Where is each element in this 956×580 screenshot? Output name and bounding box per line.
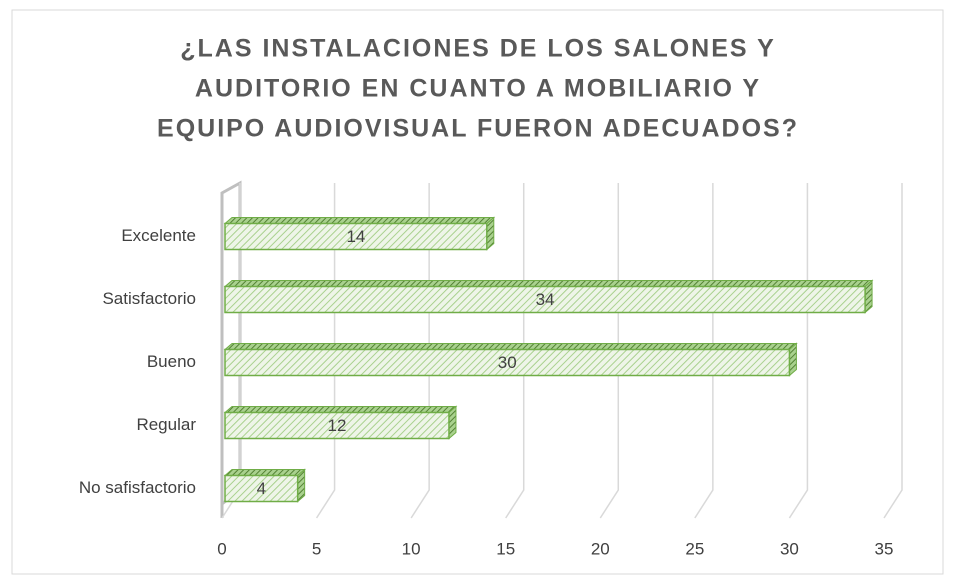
- y-tick-label: Excelente: [121, 226, 196, 245]
- bar: [224, 474, 299, 503]
- bar-top: [223, 217, 496, 224]
- y-tick-label: Regular: [136, 415, 196, 434]
- chart-title: AUDITORIO EN CUANTO A MOBILIARIO Y: [195, 75, 761, 103]
- value-label: 12: [328, 416, 347, 435]
- x-tick-label: 0: [217, 539, 226, 558]
- value-label: 4: [257, 479, 266, 498]
- bar-side: [788, 342, 797, 377]
- bar-top: [223, 469, 307, 476]
- bar-top: [223, 343, 798, 350]
- x-tick-label: 30: [780, 539, 799, 558]
- y-tick-label: Bueno: [147, 352, 196, 371]
- x-tick-label: 25: [685, 539, 704, 558]
- bar-top: [223, 406, 458, 413]
- bar-side: [486, 216, 495, 251]
- bar-side: [864, 279, 873, 314]
- x-tick-label: 10: [402, 539, 421, 558]
- chart-title: EQUIPO AUDIOVISUAL FUERON ADECUADOS?: [157, 115, 799, 143]
- x-tick-label: 35: [875, 539, 894, 558]
- y-tick-label: No safisfactorio: [79, 478, 196, 497]
- x-tick-label: 20: [591, 539, 610, 558]
- bar: [224, 222, 488, 251]
- bar-side: [448, 405, 457, 440]
- bar: [224, 285, 866, 314]
- bar: [224, 348, 791, 377]
- bar-side: [297, 468, 306, 503]
- y-tick-label: Satisfactorio: [102, 289, 196, 308]
- value-label: 14: [346, 227, 365, 246]
- value-label: 34: [536, 290, 555, 309]
- bar-top: [223, 280, 874, 287]
- x-tick-label: 5: [312, 539, 321, 558]
- grid-line: [883, 183, 903, 519]
- chart-title: ¿LAS INSTALACIONES DE LOS SALONES Y: [180, 35, 776, 63]
- x-tick-label: 15: [496, 539, 515, 558]
- bar: [224, 411, 450, 440]
- value-label: 30: [498, 353, 517, 372]
